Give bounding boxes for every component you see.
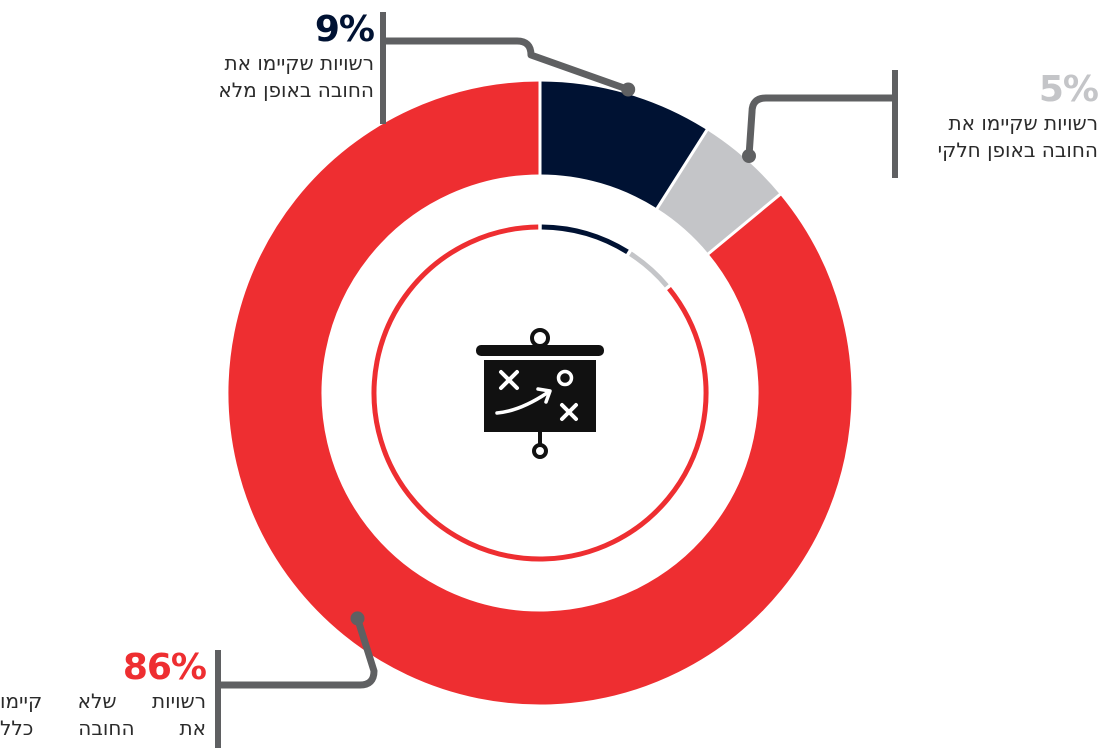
segment-separator-none <box>705 192 783 257</box>
callout-partial-compliance: 5% רשויות שקיימו את החובה באופן חלקי <box>860 69 1099 164</box>
category-label-partial-line1: רשויות שקיימו את <box>948 111 1098 135</box>
donut-segment-partial <box>656 129 781 255</box>
strategy-board-icon <box>476 328 604 459</box>
donut-segment-none <box>228 81 852 705</box>
value-label-none: 86% <box>122 647 207 688</box>
leader-dot-none <box>350 611 365 626</box>
category-label-partial-line2: החובה באופן חלקי <box>937 138 1098 162</box>
value-label-full: 9% <box>314 9 375 50</box>
donut-segment-full <box>539 81 707 210</box>
outer-ring <box>228 79 852 705</box>
callout-no-compliance: 86% רשויות שלא קיימו את החובה כלל <box>0 647 207 742</box>
inner-ring-gap-partial <box>625 247 633 258</box>
leader-dot-partial <box>742 149 756 163</box>
callout-full-compliance: 9% רשויות שקיימו את החובה באופן מלא <box>150 9 375 104</box>
value-label-partial: 5% <box>1038 69 1099 110</box>
leader-line-none <box>218 617 378 689</box>
category-label-full-line2: החובה באופן מלא <box>218 78 374 102</box>
inner-ring-segment-full <box>541 224 629 255</box>
category-label-full-line1: רשויות שקיימו את <box>224 51 374 75</box>
category-label-none-line1: רשויות שלא קיימו <box>0 689 206 713</box>
leader-line-full <box>383 37 630 93</box>
leader-lines <box>215 12 898 748</box>
category-label-none-line2: את החובה כלל <box>0 716 206 740</box>
segment-separator-partial <box>654 127 710 212</box>
inner-ring-segment-none <box>371 224 709 562</box>
inner-ring-gap-none <box>663 282 673 292</box>
leader-line-partial <box>745 94 895 157</box>
inner-ring <box>371 222 709 562</box>
leader-dot-full <box>621 82 636 97</box>
inner-ring-segment-partial <box>629 251 669 288</box>
